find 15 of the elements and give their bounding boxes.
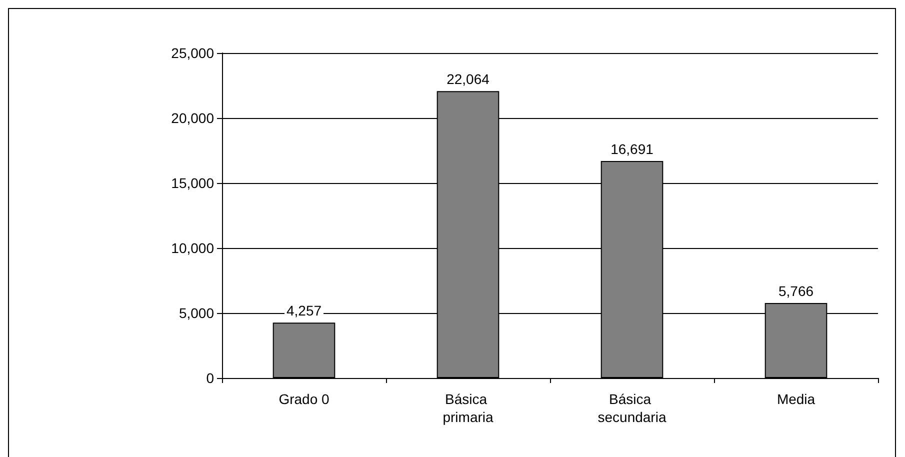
data-label: 16,691 xyxy=(610,141,654,158)
y-tick-label: 20,000 xyxy=(171,110,214,126)
y-tick-label: 10,000 xyxy=(171,240,214,256)
x-tick-label: Grado 0 xyxy=(278,391,330,407)
data-label: 22,064 xyxy=(446,71,490,88)
y-tick-label: 25,000 xyxy=(171,45,214,61)
data-label: 5,766 xyxy=(778,283,814,300)
x-tick-label: Básica secundaria xyxy=(598,391,666,425)
y-tick-label: 5,000 xyxy=(178,305,214,321)
x-tick-label: Básica primaria xyxy=(442,391,494,425)
x-tick-label: Media xyxy=(776,391,816,407)
y-tick-label: 15,000 xyxy=(171,175,214,191)
data-label: 4,257 xyxy=(286,302,322,319)
y-tick-label: 0 xyxy=(206,370,214,386)
bar xyxy=(272,322,336,378)
